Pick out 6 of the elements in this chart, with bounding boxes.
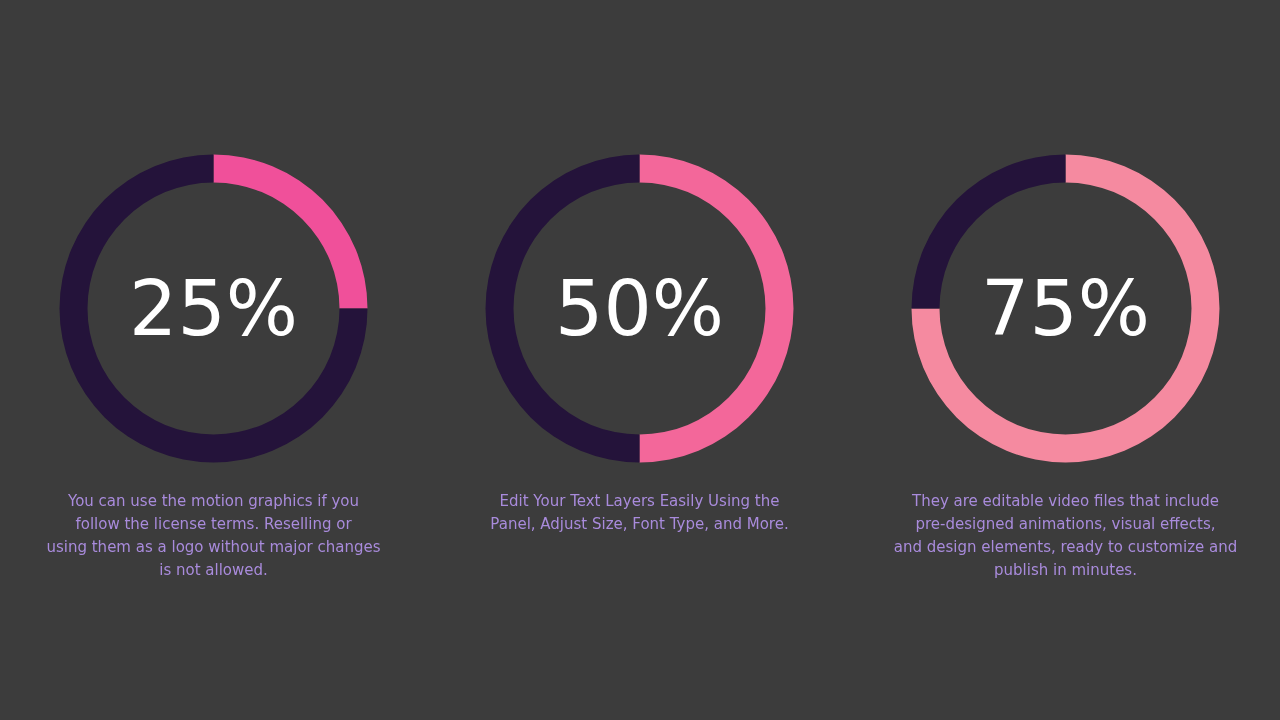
text: Edit Your Text Layers Easily Using the Panel, Adjust Size, Font Type, and More. bbox=[490, 491, 789, 533]
text: You can use the motion graphics if you follow the license terms. Reselling or using them as a logo without major changes is not allowed. bbox=[46, 491, 381, 579]
text: 50% bbox=[555, 264, 724, 353]
text: 25% bbox=[129, 264, 298, 353]
text: They are editable video files that include pre-designed animations, visual effects, and design elements, ready to customize and publish in minutes. bbox=[893, 491, 1238, 579]
text: 75% bbox=[981, 264, 1150, 353]
